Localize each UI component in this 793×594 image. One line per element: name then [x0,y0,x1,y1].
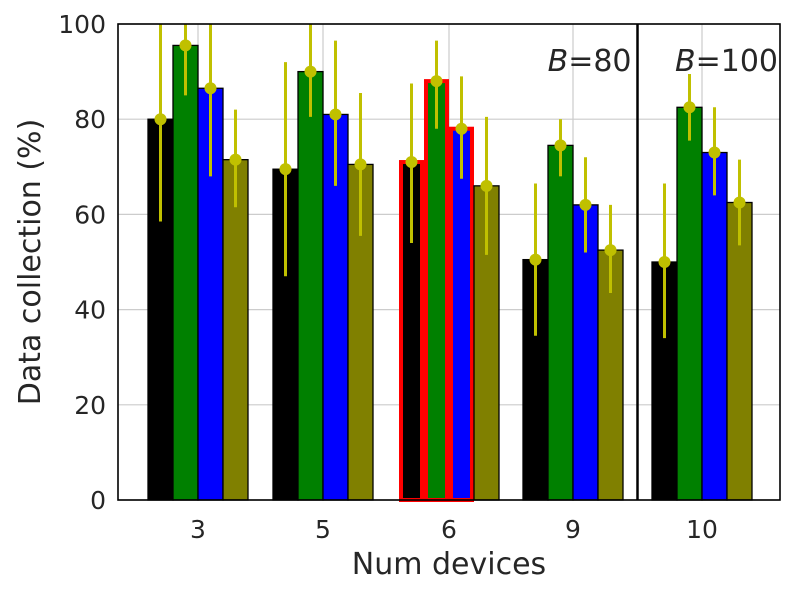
budget-annotation-80-value: =80 [568,44,631,79]
mean-point-series-3-5 [329,108,342,121]
budget-annotation-100-var: B [675,44,696,79]
mean-point-series-4-9 [604,244,617,257]
budget-annotation-100-value: =100 [696,44,778,79]
bar-series-4-10 [726,201,753,501]
mean-point-series-2-9 [554,139,567,152]
mean-point-series-2-6 [430,75,443,88]
error-bars [154,24,746,339]
mean-point-series-2-3 [179,39,192,52]
x-tick-label-3: 3 [190,515,206,544]
budget-annotation-80: B=80 [548,44,632,79]
budget-annotation-80-var: B [548,44,569,79]
mean-point-series-4-5 [354,158,367,171]
y-ticks: 0 20 40 60 80 100 [58,10,106,515]
mean-point-series-1-9 [529,253,542,266]
x-tick-label-10: 10 [686,515,718,544]
x-tick-label-5: 5 [315,515,331,544]
mean-point-series-3-3 [204,82,217,95]
bar-series-2-3 [172,44,199,501]
mean-point-series-4-6 [480,179,493,192]
y-tick-label-60: 60 [74,200,106,229]
y-tick-label-40: 40 [74,296,106,325]
y-tick-label-0: 0 [90,486,106,515]
bar-series-3-9 [572,204,599,501]
bar-series-4-3 [222,159,249,501]
bar-series-2-10 [676,106,703,501]
y-tick-label-20: 20 [74,391,106,420]
y-tick-label-80: 80 [74,105,106,134]
bar-series-2-6 [424,79,449,503]
mean-point-series-3-9 [579,198,592,211]
budget-annotation-100: B=100 [675,44,778,79]
bar-series-2-9 [547,144,574,501]
mean-point-series-2-10 [683,101,696,114]
mean-point-series-3-10 [708,146,721,159]
y-axis-label: Data collection (%) [13,119,48,406]
x-tick-label-9: 9 [565,515,581,544]
bar-series-3-6 [449,126,474,502]
mean-point-series-1-3 [154,113,167,126]
x-tick-label-6: 6 [441,515,457,544]
mean-point-series-1-5 [279,163,292,176]
x-axis-label: Num devices [352,547,546,582]
plot-frame [117,23,781,501]
bars [147,44,753,503]
mean-point-series-1-10 [658,256,671,268]
mean-point-series-4-3 [229,153,242,166]
y-tick-label-100: 100 [58,10,106,39]
x-ticks: 3 5 6 9 10 [190,515,718,544]
mean-point-series-2-5 [304,65,317,78]
bar-series-2-5 [297,70,324,501]
mean-point-series-4-10 [733,196,746,209]
bar-series-3-10 [701,151,728,501]
mean-point-series-3-6 [455,122,468,135]
mean-point-series-1-6 [405,156,418,169]
